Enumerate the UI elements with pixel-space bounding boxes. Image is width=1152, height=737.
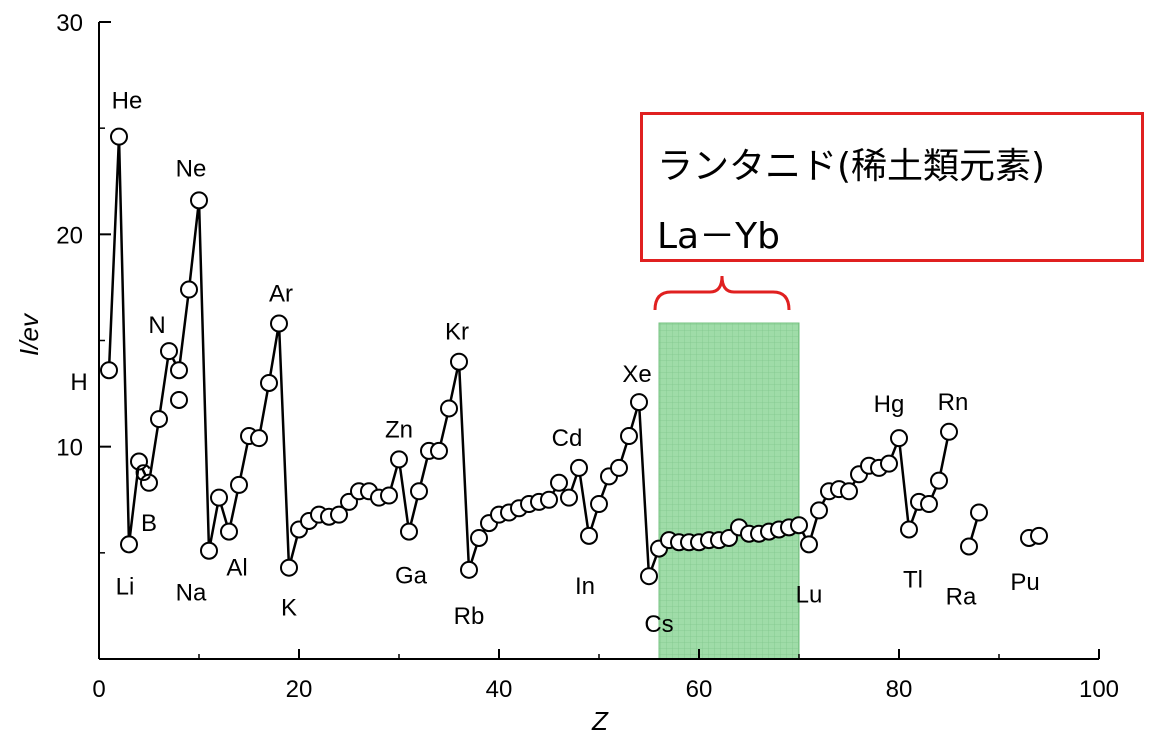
data-point <box>450 352 468 371</box>
lanthanide-bracket <box>653 275 791 311</box>
data-point <box>260 373 278 392</box>
x-tick-label: 0 <box>92 676 105 703</box>
data-point <box>610 458 628 477</box>
element-label: Al <box>226 555 247 582</box>
data-point <box>140 473 158 492</box>
data-point <box>120 535 138 554</box>
data-point <box>580 526 598 545</box>
x-tick-label: 60 <box>686 676 713 703</box>
data-point <box>790 516 808 535</box>
data-point <box>200 541 218 560</box>
data-point <box>280 558 298 577</box>
data-point <box>180 280 198 299</box>
data-point <box>880 454 898 473</box>
data-point <box>540 490 558 509</box>
data-point <box>330 505 348 524</box>
y-tick-label: 20 <box>56 222 83 249</box>
element-label: Zn <box>385 416 413 443</box>
element-label: Pu <box>1010 569 1039 596</box>
y-tick-label: 30 <box>56 10 83 37</box>
element-label: Rn <box>938 389 969 416</box>
element-label: Kr <box>445 319 469 346</box>
data-point <box>630 393 648 412</box>
data-point <box>160 342 178 361</box>
element-label: Rb <box>454 603 485 630</box>
y-tick-label: 10 <box>56 435 83 462</box>
element-label: He <box>112 88 143 115</box>
data-point <box>840 482 858 501</box>
data-point <box>470 528 488 547</box>
data-point <box>170 361 188 380</box>
data-point <box>100 361 118 380</box>
element-label: N <box>148 312 165 339</box>
data-point <box>430 441 448 460</box>
data-point <box>960 537 978 556</box>
data-point <box>640 567 658 586</box>
data-point <box>930 471 948 490</box>
annotation-title: ランタニド(稀土類元素) <box>657 146 1046 187</box>
element-label: H <box>70 369 87 396</box>
data-point <box>400 522 418 541</box>
data-point <box>560 488 578 507</box>
element-label: Cs <box>644 611 673 638</box>
data-point <box>940 422 958 441</box>
element-label: Li <box>116 573 135 600</box>
data-point <box>1030 526 1048 545</box>
data-point <box>970 503 988 522</box>
x-tick-label: 100 <box>1079 676 1119 703</box>
data-point <box>890 429 908 448</box>
x-axis-title: Z <box>591 706 609 736</box>
lanthanide-annotation-box: ランタニド(稀土類元素) La－Yb <box>640 112 1144 262</box>
element-label: Ne <box>176 155 207 182</box>
element-label: Ar <box>269 281 293 308</box>
data-point <box>150 410 168 429</box>
bracket-layer <box>653 275 791 311</box>
element-label: C <box>134 460 151 487</box>
data-point <box>440 399 458 418</box>
element-label: Ga <box>395 563 428 590</box>
element-label: Hg <box>874 391 905 418</box>
element-label: Lu <box>796 581 823 608</box>
axes-layer: 0 20 40 60 80 100 10 20 30 <box>56 10 1119 703</box>
element-labels-layer: HHeLiBNCONeNaAlArKZnGaKrRbCdInXeCsLuHgTl… <box>70 88 1039 639</box>
lanthanide-highlight-layer <box>658 322 800 660</box>
x-tick-label: 80 <box>886 676 913 703</box>
element-label: B <box>141 510 157 537</box>
element-label: Na <box>176 580 207 607</box>
y-axis-title: I/ev <box>14 312 44 356</box>
element-label: Xe <box>622 361 651 388</box>
element-label: Tl <box>903 566 923 593</box>
element-label: Cd <box>552 425 583 452</box>
data-point <box>190 191 208 210</box>
data-point <box>170 390 188 409</box>
data-point <box>130 452 148 471</box>
element-label: Ra <box>946 583 977 610</box>
data-point <box>250 429 268 448</box>
element-label: In <box>575 573 595 600</box>
data-point <box>410 482 428 501</box>
data-point <box>620 427 638 446</box>
data-point <box>220 522 238 541</box>
data-point <box>570 458 588 477</box>
element-label: K <box>281 595 297 622</box>
data-points-layer <box>100 127 1048 586</box>
data-point <box>110 127 128 146</box>
x-tick-label: 40 <box>486 676 513 703</box>
data-point <box>900 520 918 539</box>
data-point <box>800 535 818 554</box>
data-point <box>590 494 608 513</box>
annotation-range: La－Yb <box>657 216 780 257</box>
data-point <box>460 560 478 579</box>
data-point <box>380 486 398 505</box>
lanthanide-highlight <box>658 322 800 660</box>
data-point <box>390 450 408 469</box>
data-point <box>210 488 228 507</box>
x-tick-label: 20 <box>286 676 313 703</box>
data-point <box>920 494 938 513</box>
data-point <box>810 501 828 520</box>
data-point <box>550 473 568 492</box>
data-point <box>270 314 288 333</box>
data-point <box>230 475 248 494</box>
